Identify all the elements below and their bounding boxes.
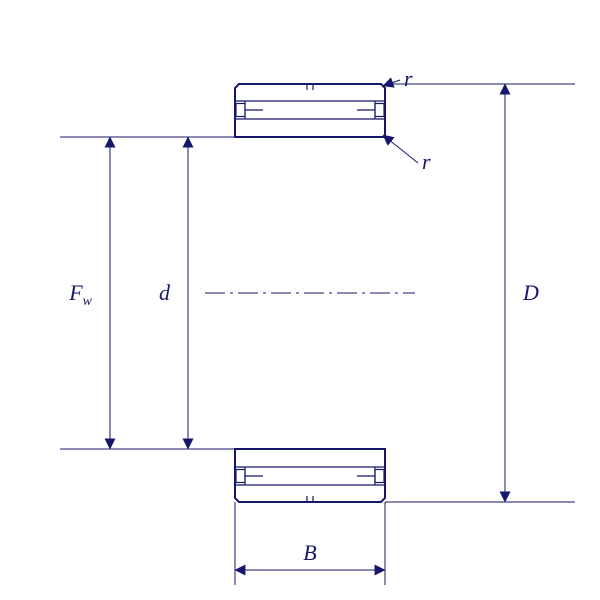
- roller: [375, 104, 384, 117]
- roller: [236, 470, 245, 483]
- dim-r-upper: [383, 80, 400, 86]
- dim-d-label: d: [159, 280, 171, 305]
- dim-B-label: B: [303, 540, 316, 565]
- dim-r-lower-label: r: [422, 149, 431, 174]
- dim-r-upper-label: r: [404, 66, 413, 91]
- dim-r-lower: [383, 135, 418, 163]
- dim-Fw-label: Fw: [68, 280, 92, 309]
- roller: [236, 104, 245, 117]
- dim-D-label: D: [522, 280, 539, 305]
- roller: [375, 470, 384, 483]
